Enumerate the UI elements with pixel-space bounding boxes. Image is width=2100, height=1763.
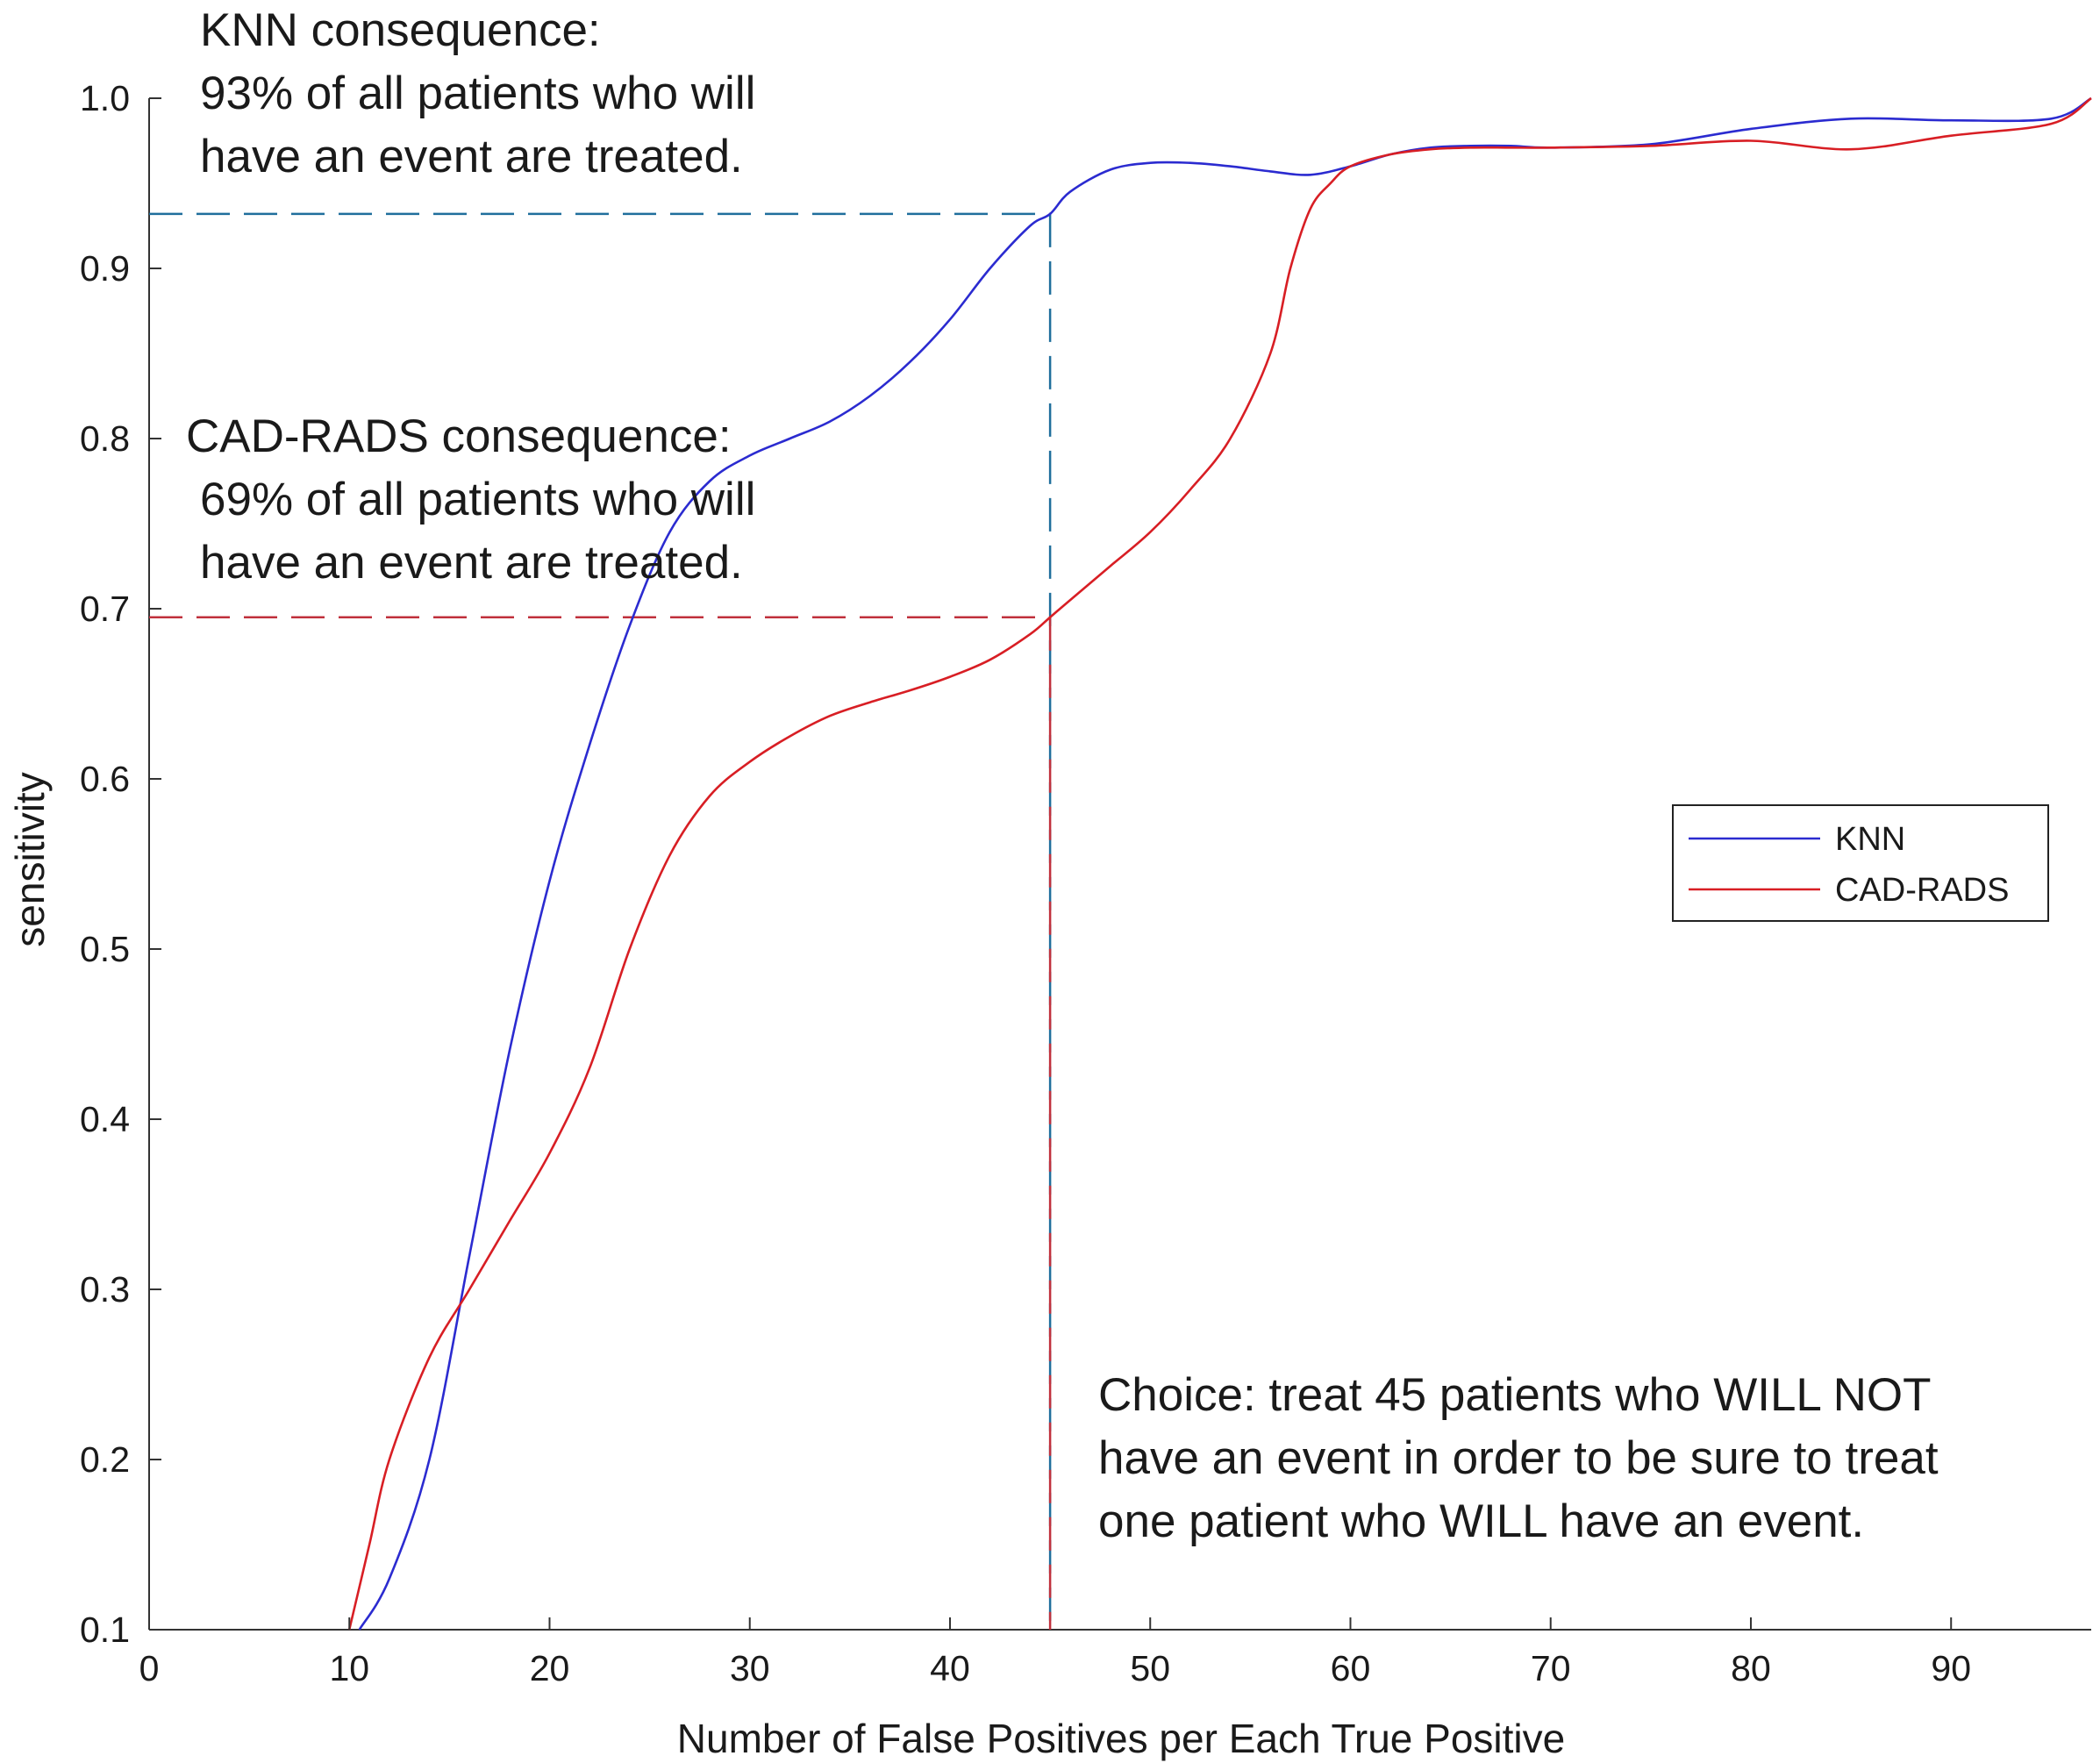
x-axis-ticks: 0 10 20 30 40 50 60 70 80 90 — [139, 1617, 1971, 1688]
choice-annotation-line-3: one patient who WILL have an event. — [1098, 1495, 1864, 1547]
x-tick-label: 30 — [730, 1648, 770, 1688]
cadrads-annotation-line-3: have an event are treated. — [200, 537, 743, 589]
y-tick-label: 0.7 — [80, 589, 130, 629]
y-tick-label: 0.6 — [80, 759, 130, 799]
legend: KNN CAD-RADS — [1672, 804, 2049, 922]
knn-annotation: KNN consequence: 93% of all patients who… — [200, 4, 755, 182]
y-axis-ticks: 0.1 0.2 0.3 0.4 0.5 0.6 0.7 0.8 0.9 1.0 — [80, 78, 161, 1650]
legend-label-knn: KNN — [1835, 821, 1905, 858]
knn-annotation-line-3: have an event are treated. — [200, 131, 743, 182]
y-tick-label: 0.8 — [80, 418, 130, 459]
y-axis-label: sensitivity — [7, 772, 53, 946]
knn-annotation-line-1: KNN consequence: — [200, 4, 601, 56]
cadrads-annotation-line-1: CAD-RADS consequence: — [186, 410, 732, 462]
series-line-cad-rads — [347, 96, 2092, 1631]
x-tick-label: 40 — [930, 1648, 970, 1688]
y-tick-label: 0.3 — [80, 1269, 130, 1310]
knn-annotation-line-2: 93% of all patients who will — [200, 68, 755, 119]
x-tick-label: 10 — [329, 1648, 369, 1688]
x-tick-label: 50 — [1130, 1648, 1170, 1688]
x-tick-label: 20 — [530, 1648, 570, 1688]
x-tick-label: 70 — [1531, 1648, 1571, 1688]
legend-box — [1672, 804, 2049, 922]
legend-label-cad-rads: CAD-RADS — [1835, 872, 2009, 909]
y-tick-label: 0.1 — [80, 1610, 130, 1650]
y-tick-label: 0.9 — [80, 248, 130, 289]
choice-annotation: Choice: treat 45 patients who WILL NOT h… — [1098, 1369, 1939, 1547]
x-tick-label: 90 — [1931, 1648, 1971, 1688]
series-lines — [347, 96, 2092, 1631]
y-tick-label: 1.0 — [80, 78, 130, 118]
x-axis-label: Number of False Positives per Each True … — [677, 1716, 1565, 1761]
plot-frame — [148, 98, 2091, 1631]
y-tick-label: 0.5 — [80, 929, 130, 969]
cadrads-annotation-line-2: 69% of all patients who will — [200, 474, 755, 525]
y-tick-label: 0.2 — [80, 1439, 130, 1480]
x-tick-label: 0 — [139, 1648, 160, 1688]
cadrads-annotation: CAD-RADS consequence: 69% of all patient… — [186, 410, 755, 589]
x-tick-label: 60 — [1331, 1648, 1371, 1688]
reference-lines — [149, 212, 1052, 1630]
choice-annotation-line-2: have an event in order to be sure to tre… — [1098, 1432, 1939, 1484]
y-tick-label: 0.4 — [80, 1099, 130, 1139]
choice-annotation-line-1: Choice: treat 45 patients who WILL NOT — [1098, 1369, 1932, 1421]
x-tick-label: 80 — [1731, 1648, 1771, 1688]
